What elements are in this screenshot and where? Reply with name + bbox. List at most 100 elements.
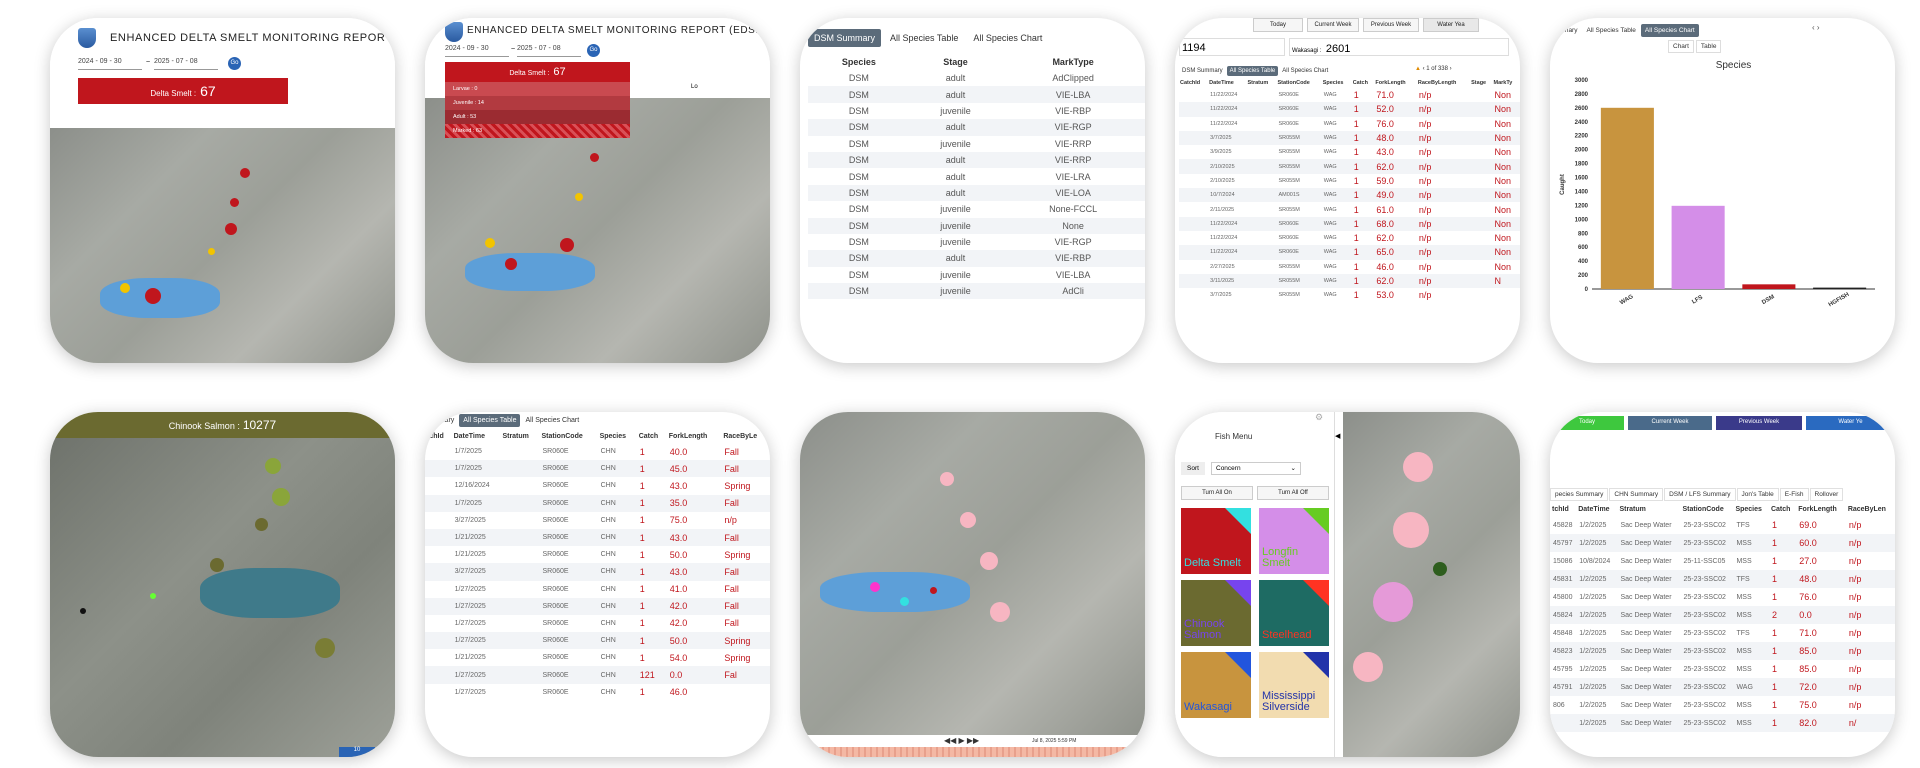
export-icon[interactable]: ▲ <box>1415 66 1421 72</box>
table-row[interactable]: DSM juvenile VIE-RGP <box>808 234 1145 250</box>
tab-all-species-chart[interactable]: All Species Chart <box>1640 24 1699 37</box>
table-row[interactable]: 2/10/2025 SR055M WAG 1 59.0 n/p Non <box>1179 174 1520 188</box>
column-header[interactable]: Stratum <box>1247 80 1269 86</box>
table-row[interactable]: 45800 1/2/2025 Sac Deep Water 25-23-SSC02 MS… <box>1550 588 1895 606</box>
catch-marker[interactable] <box>1353 652 1383 682</box>
tab-all-species-table[interactable]: All Species Table <box>1586 27 1636 34</box>
table-row[interactable]: 11/22/2024 SR060E WAG 1 52.0 n/p Non <box>1179 102 1520 117</box>
catch-marker[interactable] <box>940 472 954 486</box>
catch-marker[interactable] <box>590 153 599 162</box>
fish-card[interactable]: Delta Smelt <box>1181 508 1251 574</box>
go-button[interactable]: Go <box>587 44 600 57</box>
table-row[interactable]: 1/7/2025 SR060E CHN 1 35.0 Fall <box>425 494 770 512</box>
catch-marker[interactable] <box>930 587 937 594</box>
today-button[interactable]: Today <box>1253 18 1303 32</box>
table-row[interactable]: 12/16/2024 SR060E CHN 1 43.0 Spring <box>425 477 770 494</box>
catch-marker[interactable] <box>210 558 224 572</box>
table-row[interactable]: DSM adult VIE-RRP <box>808 151 1145 169</box>
table-row[interactable]: DSM juvenile AdCli <box>808 283 1145 300</box>
column-header[interactable]: ForkLength <box>1375 80 1406 86</box>
fish-card[interactable]: Longfin Smelt <box>1259 508 1329 574</box>
pager-arrows[interactable]: ‹ › <box>1812 23 1820 32</box>
tab-item[interactable]: CHN Summary <box>1609 488 1664 501</box>
col-stage[interactable]: Stage <box>943 57 968 67</box>
tab-dsm-summary[interactable]: DSM Summary <box>808 29 882 47</box>
start-date-input[interactable]: 2024 - 09 - 30 <box>445 45 509 57</box>
table-row[interactable]: 3/27/2025 SR060E CHN 1 75.0 n/p <box>425 512 770 529</box>
table-row[interactable]: 3/11/2025 SR055M WAG 1 62.0 n/p N <box>1179 273 1520 289</box>
column-header[interactable]: Catch <box>1352 80 1368 86</box>
table-row[interactable]: 3/7/2025 SR055M WAG 1 53.0 n/p <box>1179 288 1520 302</box>
bar-hgfish[interactable] <box>1813 287 1867 290</box>
map-area[interactable] <box>1343 412 1520 757</box>
column-header[interactable]: DateTime <box>453 433 485 440</box>
column-header[interactable]: CatchId <box>1180 80 1201 86</box>
table-row[interactable]: 1/27/2025 SR060E CHN 1 42.0 Fall <box>425 615 770 632</box>
catch-marker[interactable] <box>485 238 495 248</box>
table-row[interactable]: 45823 1/2/2025 Sac Deep Water 25-23-SSC02 MS… <box>1550 642 1895 660</box>
species-count-bar[interactable]: Chinook Salmon :10277 <box>50 412 395 438</box>
tab-all-species-chart[interactable]: All Species Chart <box>525 417 580 424</box>
current-week-button[interactable]: Current Week <box>1307 18 1359 32</box>
catch-marker[interactable] <box>225 223 237 235</box>
table-row[interactable]: 2/10/2025 SR055M WAG 1 62.0 n/p Non <box>1179 159 1520 174</box>
catch-marker[interactable] <box>240 168 250 178</box>
catch-marker[interactable] <box>960 512 976 528</box>
table-row[interactable]: DSM adult VIE-LOA <box>808 184 1145 202</box>
catch-marker[interactable] <box>990 602 1010 622</box>
species-count-bar[interactable]: Delta Smelt :67 <box>445 62 630 82</box>
turn-all-on-button[interactable]: Turn All On <box>1181 486 1253 500</box>
species-count-bar[interactable]: Delta Smelt :67 <box>78 78 288 104</box>
tab-item[interactable]: Jon's Table <box>1736 488 1779 501</box>
catch-marker[interactable] <box>272 488 290 506</box>
table-row[interactable]: DSM juvenile None-FCCL <box>808 201 1145 217</box>
column-header[interactable]: Species <box>599 433 627 440</box>
table-row[interactable]: 11/22/2024 SR060E WAG 1 65.0 n/p Non <box>1179 245 1520 260</box>
table-row[interactable]: DSM adult VIE-LBA <box>808 86 1145 103</box>
catch-marker[interactable] <box>1433 562 1447 576</box>
table-row[interactable]: 15086 10/8/2024 Sac Deep Water 25-11-SSC05 M… <box>1550 552 1895 570</box>
column-header[interactable]: Stage <box>1471 80 1487 86</box>
table-row[interactable]: 11/22/2024 SR060E WAG 1 62.0 n/p Non <box>1179 231 1520 245</box>
column-header[interactable]: tchId <box>1552 506 1569 513</box>
go-button[interactable]: Go <box>228 57 241 70</box>
table-row[interactable]: 45831 1/2/2025 Sac Deep Water 25-23-SSC02 TF… <box>1550 570 1895 588</box>
column-header[interactable]: DateTime <box>1578 506 1610 513</box>
column-header[interactable]: Stratum <box>1619 506 1646 513</box>
table-row[interactable]: 1/27/2025 SR060E CHN 121 0.0 Fal <box>425 666 770 684</box>
table-row[interactable]: 3/7/2025 SR055M WAG 1 48.0 n/p Non <box>1179 130 1520 146</box>
fish-card[interactable]: Steelhead <box>1259 580 1329 646</box>
catch-marker[interactable] <box>1403 452 1433 482</box>
table-row[interactable]: 806 1/2/2025 Sac Deep Water 25-23-SSC02 MSS 1… <box>1550 696 1895 714</box>
bar-lfs[interactable] <box>1671 205 1725 289</box>
column-header[interactable]: Species <box>1735 506 1762 513</box>
table-row[interactable]: DSM juvenile None <box>808 217 1145 234</box>
catch-marker[interactable] <box>870 582 880 592</box>
current-week-button[interactable]: Current Week <box>1628 416 1712 430</box>
table-row[interactable]: DSM adult VIE-RGP <box>808 119 1145 136</box>
table-row[interactable]: DSM juvenile VIE-RBP <box>808 103 1145 119</box>
table-row[interactable]: 11/22/2024 SR060E WAG 1 71.0 n/p Non <box>1179 88 1520 102</box>
table-row[interactable]: DSM adult AdClipped <box>808 70 1145 86</box>
tab-item[interactable]: E-Fish <box>1779 488 1809 501</box>
tab-all-species-table[interactable]: All Species Table <box>459 414 521 427</box>
table-view-button[interactable]: Table <box>1695 40 1722 53</box>
map-area[interactable] <box>425 98 770 363</box>
table-row[interactable]: 45824 1/2/2025 Sac Deep Water 25-23-SSC02 MS… <box>1550 606 1895 624</box>
table-row[interactable]: 1/27/2025 SR060E CHN 1 50.0 Spring <box>425 632 770 650</box>
table-row[interactable]: 1/27/2025 SR060E CHN 1 42.0 Fall <box>425 597 770 615</box>
column-header[interactable]: MarkTy <box>1493 80 1513 86</box>
table-row[interactable]: 1/27/2025 SR060E CHN 1 41.0 Fall <box>425 581 770 598</box>
column-header[interactable]: StationCode <box>1277 80 1310 86</box>
table-row[interactable]: 1/21/2025 SR060E CHN 1 54.0 Spring <box>425 649 770 666</box>
table-row[interactable]: 45797 1/2/2025 Sac Deep Water 25-23-SSC02 MS… <box>1550 534 1895 552</box>
table-row[interactable]: 10/7/2024 AM001S WAG 1 49.0 n/p Non <box>1179 188 1520 203</box>
collapse-handle[interactable]: ◀ <box>1335 432 1343 446</box>
table-row[interactable]: 11/22/2024 SR060E WAG 1 76.0 n/p Non <box>1179 117 1520 131</box>
column-header[interactable]: RaceByLen <box>1847 506 1886 513</box>
column-header[interactable]: Stratum <box>502 433 529 440</box>
fish-card[interactable]: Wakasagi <box>1181 652 1251 718</box>
table-row[interactable]: 1/7/2025 SR060E CHN 1 40.0 Fall <box>425 443 770 460</box>
table-row[interactable]: DSM adult VIE-RBP <box>808 250 1145 267</box>
column-header[interactable]: DateTime <box>1209 80 1234 86</box>
